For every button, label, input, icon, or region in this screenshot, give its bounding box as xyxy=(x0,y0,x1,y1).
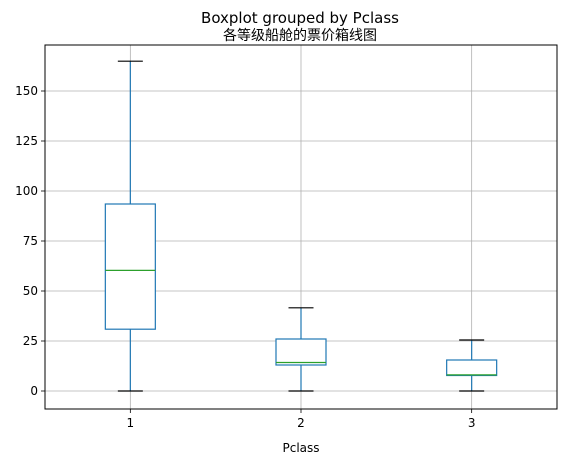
x-tick-label: 1 xyxy=(127,416,135,430)
y-tick-label: 150 xyxy=(15,84,38,98)
chart-title: 各等级船舱的票价箱线图 xyxy=(223,27,377,44)
y-tick-label: 75 xyxy=(23,234,38,248)
box-iqr xyxy=(447,360,497,376)
y-tick-label: 0 xyxy=(30,384,38,398)
axis-ticks: 0 25 50 75 100 125 150 1 2 3 xyxy=(15,84,475,430)
box-iqr xyxy=(105,204,155,329)
x-tick-label: 2 xyxy=(297,416,305,430)
y-tick-label: 25 xyxy=(23,334,38,348)
chart-suptitle: Boxplot grouped by Pclass xyxy=(201,9,399,27)
y-tick-label: 125 xyxy=(15,134,38,148)
x-axis-label: Pclass xyxy=(282,441,319,455)
y-tick-label: 50 xyxy=(23,284,38,298)
box-iqr xyxy=(276,339,326,365)
y-tick-label: 100 xyxy=(15,184,38,198)
x-tick-label: 3 xyxy=(468,416,476,430)
